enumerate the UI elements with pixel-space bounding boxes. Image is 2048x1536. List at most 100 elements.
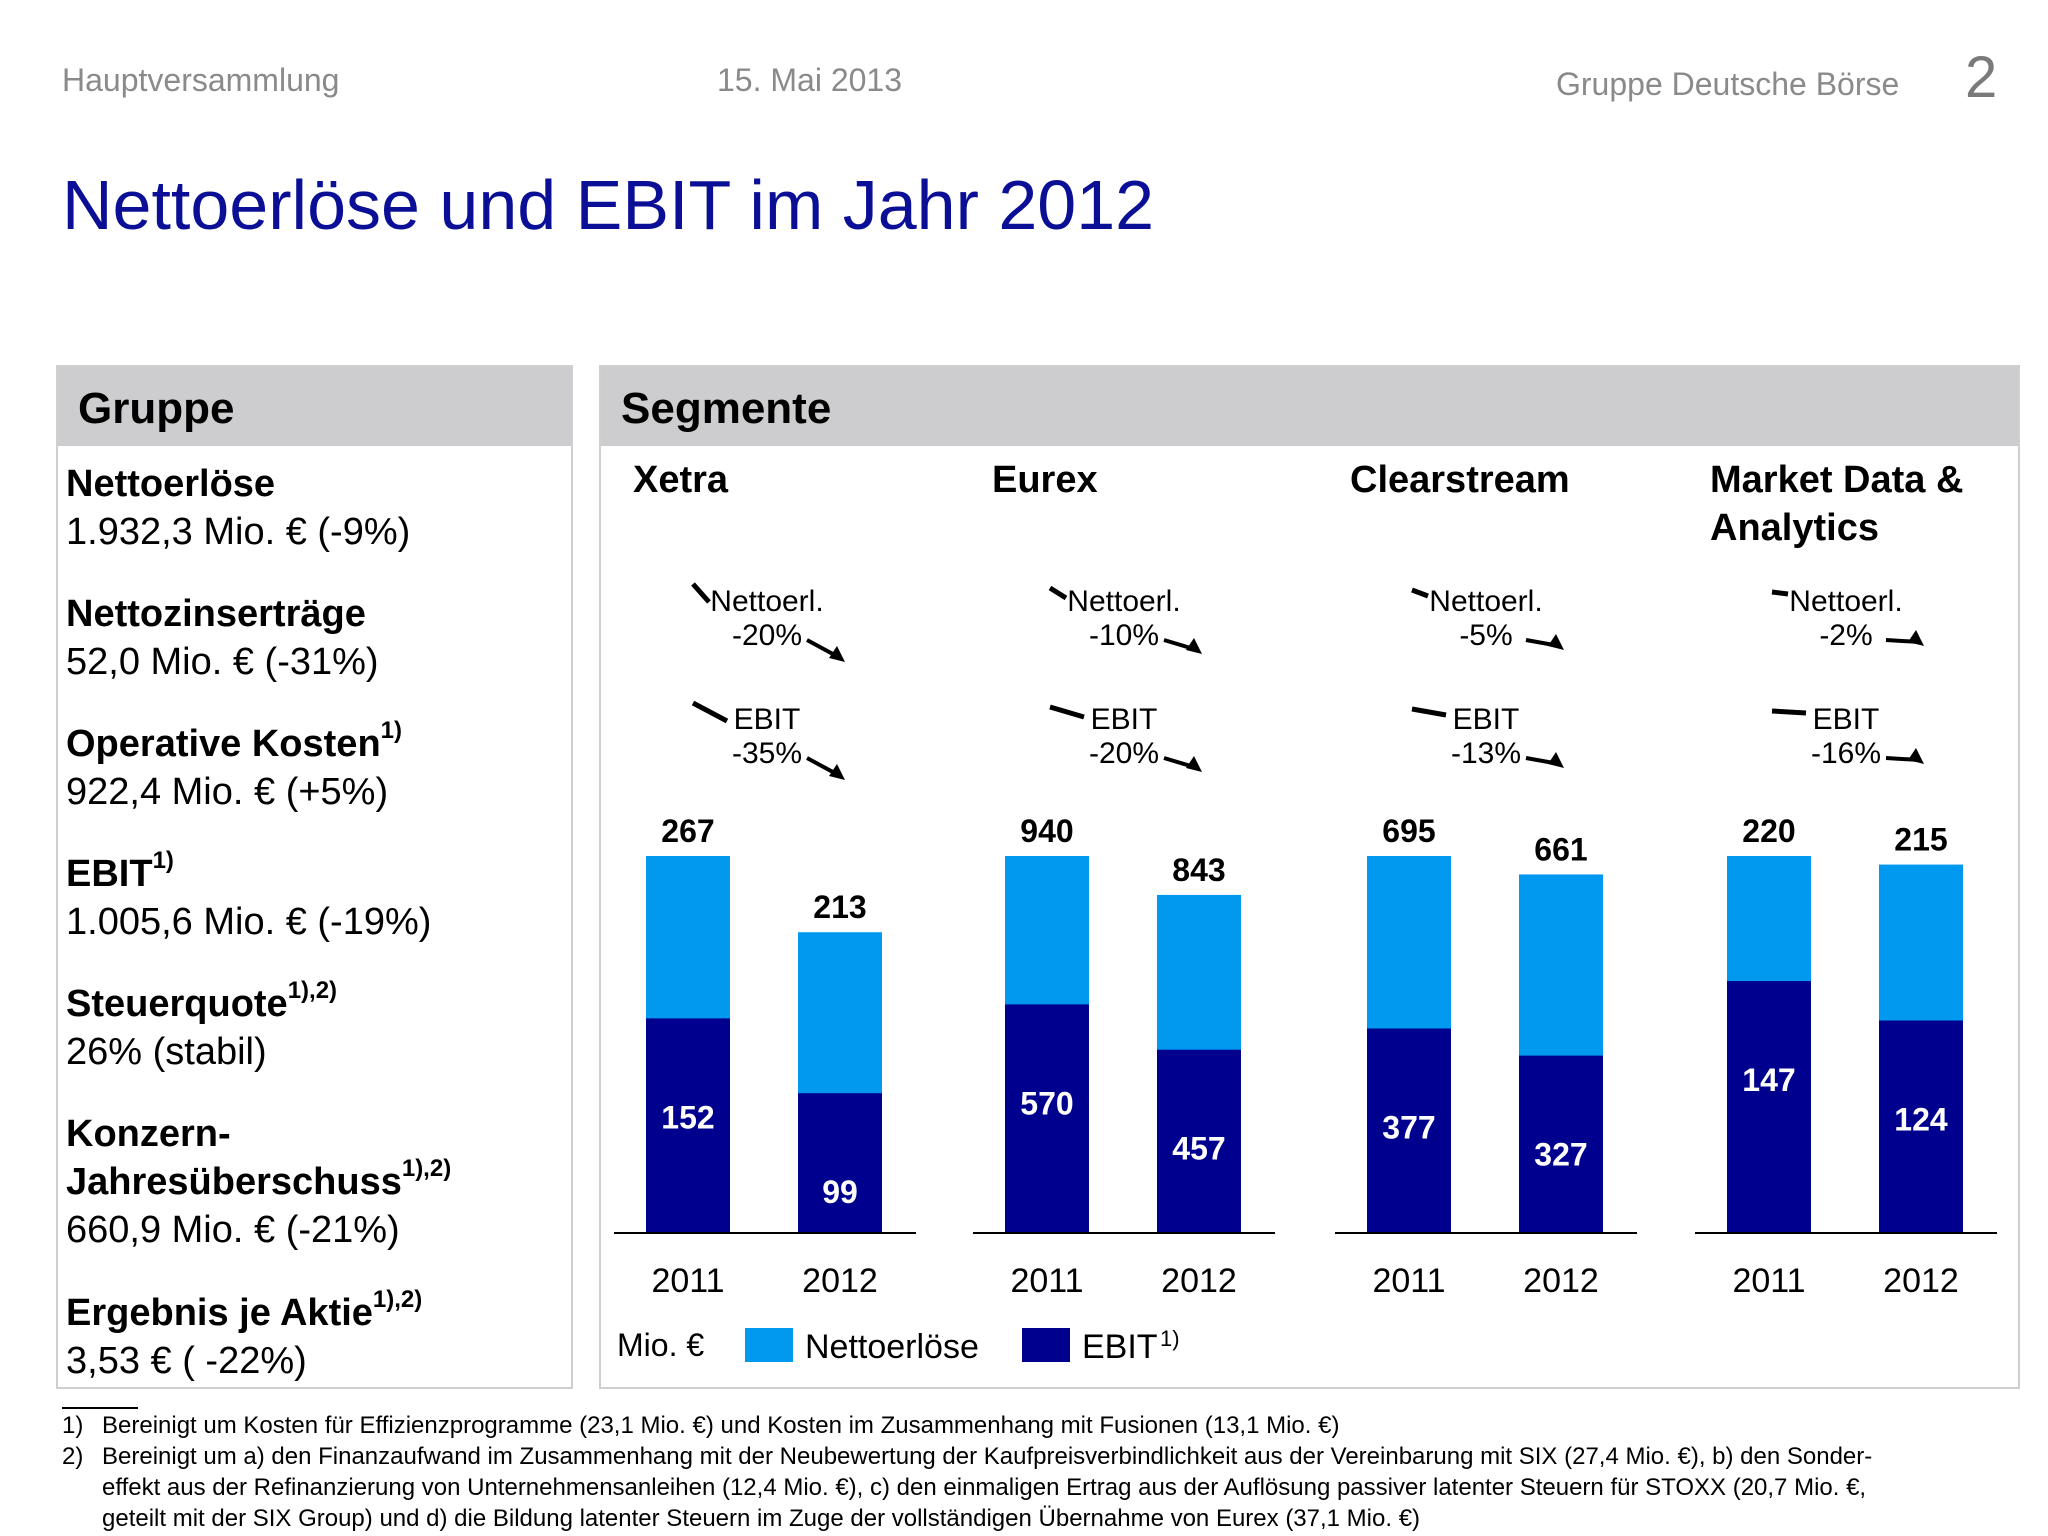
- kpi-value: 660,9 Mio. € (-21%): [66, 1209, 400, 1251]
- bar-net-value-label: 940: [1020, 813, 1073, 849]
- footnote-text: Bereinigt um Kosten für Effizienzprogram…: [102, 1412, 1340, 1439]
- x-tick-label: 2012: [1523, 1262, 1599, 1300]
- bar-ebit: [1879, 1020, 1963, 1233]
- group-panel: Gruppe Nettoerlöse 1.932,3 Mio. € (-9%) …: [56, 365, 573, 1389]
- x-tick-label: 2011: [1732, 1262, 1805, 1300]
- bar-net-value-label: 843: [1172, 852, 1225, 888]
- ebit-change-value: -13%: [1451, 737, 1521, 770]
- legend-swatch-net: [745, 1328, 793, 1362]
- footnote-number: 1): [62, 1412, 84, 1439]
- ebit-change-label: EBIT: [734, 703, 801, 736]
- bar-net-value-label: 220: [1742, 813, 1795, 849]
- net-change-value: -5%: [1459, 619, 1512, 652]
- trend-arrowhead-ebit: [829, 764, 845, 780]
- kpi-label: Nettoerlöse: [66, 463, 276, 505]
- kpi-value: 1.005,6 Mio. € (-19%): [66, 901, 432, 943]
- legend-footnote-ref: 1): [1160, 1326, 1180, 1351]
- trend-start-tick: [1048, 585, 1068, 601]
- footnote-text: effekt aus der Refinanzierung von Untern…: [102, 1474, 1867, 1501]
- legend-label-ebit: EBIT: [1082, 1328, 1158, 1366]
- bar-ebit: [1157, 1049, 1241, 1233]
- bar-ebit-value-label: 570: [1020, 1085, 1073, 1121]
- segment-name: Clearstream: [1350, 459, 1570, 501]
- trend-start-tick: [1771, 708, 1807, 716]
- net-change-label: Nettoerl.: [1789, 585, 1902, 618]
- page-title: Nettoerlöse und EBIT im Jahr 2012: [62, 166, 1155, 244]
- bar-ebit-value-label: 457: [1172, 1131, 1225, 1167]
- header-company: Gruppe Deutsche Börse: [1556, 66, 1900, 102]
- kpi-label: Steuerquote: [66, 983, 288, 1025]
- kpi-tax-rate: Steuerquote1),2) 26% (stabil): [66, 977, 338, 1076]
- page-number: 2: [1965, 45, 1998, 110]
- unit-label: Mio. €: [617, 1327, 704, 1363]
- net-change-value: -2%: [1819, 619, 1872, 652]
- x-tick-label: 2012: [1883, 1262, 1959, 1300]
- kpi-eps: Ergebnis je Aktie1),2) 3,53 € ( -22%): [66, 1286, 423, 1385]
- kpi-label: Ergebnis je Aktie: [66, 1292, 373, 1334]
- net-change-label: Nettoerl.: [1067, 585, 1180, 618]
- trend-arrowhead-net: [829, 646, 845, 662]
- x-tick-label: 2011: [651, 1262, 724, 1300]
- bar-ebit: [1005, 1004, 1089, 1233]
- trend-start-tick: [1771, 589, 1789, 597]
- ebit-change-label: EBIT: [1813, 703, 1880, 736]
- trend-start-tick: [691, 700, 729, 724]
- bar-ebit-value-label: 152: [661, 1099, 714, 1135]
- kpi-value: 3,53 € ( -22%): [66, 1340, 307, 1382]
- bar-ebit: [646, 1018, 730, 1233]
- net-change-label: Nettoerl.: [710, 585, 823, 618]
- header-event: Hauptversammlung: [62, 62, 340, 98]
- bar-ebit: [1367, 1028, 1451, 1233]
- kpi-net-income: Konzern- Jahresüberschuss1),2) 660,9 Mio…: [66, 1110, 451, 1254]
- net-change-value: -20%: [732, 619, 802, 652]
- trend-start-tick: [1411, 706, 1447, 718]
- segment-name: Eurex: [992, 459, 1098, 501]
- legend-swatch-ebit: [1022, 1328, 1070, 1362]
- bar-net-value-label: 695: [1382, 813, 1435, 849]
- footnote-divider: [62, 1407, 138, 1409]
- trend-arrowhead-ebit: [1548, 752, 1564, 768]
- trend-arrowhead-ebit: [1908, 748, 1924, 764]
- trend-start-tick: [1049, 704, 1085, 720]
- segment-name: Market Data &: [1710, 459, 1963, 501]
- bar-net-value-label: 661: [1534, 831, 1587, 867]
- trend-start-tick: [1411, 587, 1429, 599]
- kpi-label: Operative Kosten: [66, 723, 381, 765]
- segment-name-line2: Analytics: [1710, 507, 1879, 549]
- bar-net-value-label: 215: [1894, 822, 1947, 858]
- kpi-ebit: EBIT1) 1.005,6 Mio. € (-19%): [66, 849, 432, 946]
- kpi-footnote-ref: 1),2): [287, 977, 338, 1004]
- ebit-change-label: EBIT: [1091, 703, 1158, 736]
- kpi-label-line2: Jahresüberschuss: [66, 1161, 402, 1203]
- kpi-value: 52,0 Mio. € (-31%): [66, 641, 379, 683]
- kpi-value: 1.932,3 Mio. € (-9%): [66, 511, 411, 553]
- kpi-footnote-ref: 1),2): [372, 1286, 423, 1313]
- segment-name: Xetra: [633, 459, 729, 501]
- legend-label-net: Nettoerlöse: [805, 1328, 979, 1366]
- bar-ebit-value-label: 327: [1534, 1137, 1587, 1173]
- ebit-change-value: -20%: [1089, 737, 1159, 770]
- bar-net-value-label: 267: [661, 813, 714, 849]
- header-date: 15. Mai 2013: [717, 62, 903, 98]
- x-tick-label: 2012: [802, 1262, 878, 1300]
- bar-ebit-value-label: 99: [822, 1174, 858, 1210]
- kpi-footnote-ref: 1): [380, 717, 402, 744]
- ebit-change-value: -35%: [732, 737, 802, 770]
- trend-arrowhead-net: [1548, 634, 1564, 650]
- footnote-text: geteilt mit der SIX Group) und d) die Bi…: [102, 1505, 1421, 1532]
- trend-arrowhead-net: [1908, 630, 1924, 646]
- segments-panel-heading: Segmente: [601, 367, 2018, 446]
- trend-arrowhead-net: [1186, 638, 1202, 654]
- ebit-change-label: EBIT: [1453, 703, 1520, 736]
- bar-ebit-value-label: 147: [1742, 1062, 1795, 1098]
- bar-ebit-value-label: 124: [1894, 1102, 1948, 1138]
- trend-start-tick: [691, 582, 711, 604]
- bar-ebit: [1519, 1055, 1603, 1233]
- kpi-label: Konzern-: [66, 1113, 231, 1155]
- bar-ebit: [798, 1093, 882, 1233]
- bar-net-value-label: 213: [813, 889, 866, 925]
- kpi-value: 26% (stabil): [66, 1031, 267, 1073]
- footnote-number: 2): [62, 1443, 84, 1470]
- ebit-change-value: -16%: [1811, 737, 1881, 770]
